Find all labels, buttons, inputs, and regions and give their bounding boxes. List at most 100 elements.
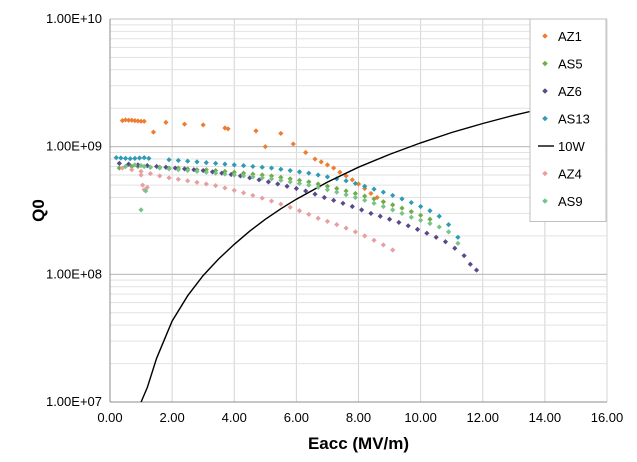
- data-point: [222, 161, 228, 167]
- data-point: [331, 197, 337, 203]
- data-point: [185, 178, 191, 184]
- data-point: [240, 170, 247, 176]
- data-point: [166, 166, 172, 172]
- legend-swatch: [542, 60, 548, 67]
- data-point: [213, 183, 219, 189]
- data-point: [268, 198, 275, 204]
- data-point: [222, 171, 228, 177]
- legend-swatch: [542, 198, 548, 204]
- data-point: [132, 155, 138, 161]
- data-point: [461, 253, 467, 259]
- data-point: [181, 121, 188, 127]
- x-axis-title: Eacc (MV/m): [308, 434, 409, 453]
- data-point: [427, 220, 433, 227]
- data-point: [386, 216, 393, 222]
- data-point: [228, 171, 234, 178]
- series-10w: [140, 98, 595, 402]
- data-point: [278, 174, 284, 180]
- data-point: [126, 161, 132, 167]
- data-point: [129, 167, 135, 173]
- data-point: [287, 167, 293, 174]
- data-point: [284, 183, 290, 189]
- data-point: [337, 169, 343, 175]
- data-point: [390, 192, 396, 199]
- data-point: [368, 190, 374, 197]
- data-point: [147, 164, 153, 170]
- data-point: [408, 209, 414, 215]
- data-point: [418, 203, 424, 210]
- data-point: [324, 187, 331, 193]
- data-point: [203, 181, 209, 187]
- data-point: [371, 237, 377, 243]
- data-point: [132, 162, 138, 168]
- data-point: [268, 173, 275, 179]
- data-point: [312, 191, 318, 197]
- data-point: [122, 155, 129, 161]
- data-point: [362, 183, 368, 189]
- data-point: [268, 165, 275, 171]
- data-point: [259, 195, 265, 201]
- data-point: [166, 157, 172, 163]
- data-point: [467, 261, 473, 267]
- data-point: [399, 210, 405, 217]
- data-point: [116, 165, 122, 171]
- data-point: [349, 203, 355, 210]
- data-point: [222, 185, 228, 191]
- legend-item-as5: AS5: [542, 57, 583, 72]
- data-point: [427, 208, 433, 214]
- data-point: [324, 162, 331, 168]
- data-point: [343, 173, 349, 179]
- data-point: [113, 155, 119, 161]
- data-point: [213, 160, 219, 166]
- data-point: [275, 181, 281, 187]
- x-tick-label: 6.00: [284, 410, 309, 425]
- data-point: [442, 239, 449, 245]
- data-point: [225, 126, 231, 132]
- data-point: [424, 230, 430, 236]
- data-point: [213, 170, 219, 176]
- data-point: [315, 215, 321, 221]
- data-point: [352, 190, 358, 197]
- legend-label: AS9: [558, 194, 583, 209]
- data-point: [157, 173, 163, 179]
- data-point: [455, 240, 461, 246]
- data-point: [312, 156, 318, 162]
- data-point: [315, 172, 321, 178]
- data-point: [138, 118, 144, 124]
- data-point: [340, 200, 346, 206]
- legend: AZ1 AS5 AZ6 AS13 10W AZ4 AS9: [529, 18, 607, 222]
- series-az6: [116, 160, 480, 273]
- data-point: [408, 199, 414, 206]
- x-tick-label: 0.00: [97, 410, 122, 425]
- data-point: [203, 169, 209, 175]
- legend-label: AZ4: [558, 167, 582, 182]
- data-point: [396, 219, 402, 226]
- data-point: [306, 179, 312, 185]
- data-point: [352, 229, 358, 235]
- data-point: [141, 155, 147, 161]
- data-point: [445, 229, 452, 235]
- data-point: [163, 119, 169, 125]
- legend-item-10w: 10W: [538, 139, 585, 154]
- data-point: [343, 178, 349, 184]
- data-point: [194, 168, 200, 175]
- data-point: [352, 194, 358, 201]
- legend-swatch: [542, 33, 548, 39]
- data-point: [126, 117, 132, 123]
- data-point: [135, 118, 141, 124]
- data-point: [343, 225, 349, 231]
- data-point: [141, 163, 147, 170]
- data-point: [240, 163, 247, 169]
- data-point: [259, 172, 265, 178]
- data-point: [414, 226, 421, 232]
- data-point: [368, 210, 374, 217]
- data-point: [185, 158, 191, 164]
- legend-label: AZ1: [558, 29, 582, 44]
- data-point: [250, 171, 256, 177]
- data-point: [380, 199, 386, 205]
- x-tick-label: 12.00: [466, 410, 499, 425]
- legend-label: AS5: [558, 57, 583, 72]
- data-point: [390, 247, 396, 253]
- legend-item-az6: AZ6: [542, 84, 582, 99]
